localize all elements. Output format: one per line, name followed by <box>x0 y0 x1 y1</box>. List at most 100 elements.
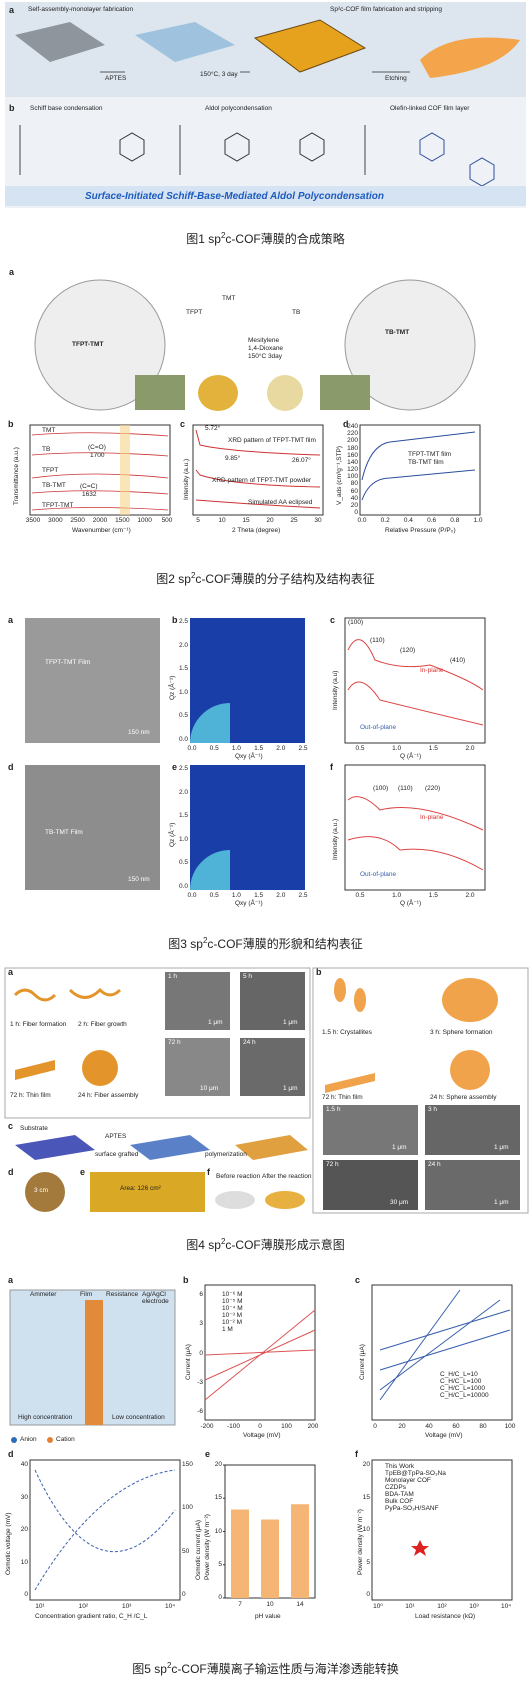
label: 150°C, 3 day <box>200 71 238 78</box>
y-tick-label: 220 <box>347 429 358 437</box>
y-tick-label: 140 <box>347 458 358 466</box>
panel-label: e <box>172 762 178 772</box>
film-photo <box>198 375 238 411</box>
grafted <box>130 1135 210 1160</box>
axes <box>371 1459 513 1601</box>
ring <box>419 132 445 162</box>
ir-curves <box>31 432 169 511</box>
y-tick-label: 80 <box>350 480 358 488</box>
label: Aldol polycondensation <box>205 105 272 112</box>
y-tick-label: 0 <box>182 1590 186 1598</box>
legend-entry: 10⁻⁴ M <box>222 1305 243 1312</box>
label: APTES <box>105 75 127 82</box>
label: 1.5 h <box>326 1106 341 1113</box>
caption-sup: 2 <box>190 571 196 580</box>
label: TB-TMT Film <box>45 829 83 836</box>
y-tick-label: 1.0 <box>178 688 188 696</box>
caption-suffix: c-COF薄膜离子输运性质与海洋渗透能转换 <box>171 1662 399 1676</box>
thin-film <box>325 1073 375 1093</box>
x-axis-label: Voltage (mV) <box>425 1432 463 1439</box>
x-tick-label: 10³ <box>469 1603 479 1610</box>
y-tick-label: 20 <box>350 501 358 509</box>
x-tick-label: 0.8 <box>450 517 460 524</box>
x-tick-label: 0.0 <box>187 745 197 752</box>
y-tick-label: 15 <box>214 1494 222 1501</box>
legend-entry: 1 M <box>222 1326 233 1333</box>
y-tick-label: 0.5 <box>178 859 188 867</box>
y-axis-label: Qz (Å⁻¹) <box>169 675 176 700</box>
ring <box>119 132 145 162</box>
y-tick-label: 0 <box>24 1590 28 1598</box>
thin-film <box>15 1060 55 1080</box>
profiles <box>347 796 484 871</box>
y-tick-label: 20 <box>362 1460 370 1468</box>
axes <box>371 1284 513 1421</box>
label: Cation <box>56 1436 75 1443</box>
y-tick-label: 0 <box>199 1349 203 1357</box>
membrane <box>85 1300 103 1425</box>
label: 1 μm <box>494 1144 509 1151</box>
x-tick-label: 2.5 <box>298 745 308 752</box>
label: Before reaction <box>216 1173 261 1180</box>
axes <box>29 1459 181 1601</box>
label: 72 h <box>168 1039 181 1046</box>
y-axis-label: Osmotic voltage (mV) <box>5 1512 12 1576</box>
label: 30 μm <box>390 1199 409 1206</box>
x-tick-label: 10³ <box>121 1603 132 1610</box>
x-tick-label: -200 <box>200 1423 214 1430</box>
condition: 1,4-Dioxane <box>248 345 284 352</box>
y-tick-label: 2.5 <box>178 617 188 625</box>
panel-label: c <box>355 1275 361 1285</box>
legend-entry: This Work <box>385 1463 415 1470</box>
x-tick-label: 2.0 <box>465 745 475 752</box>
legend-entry: 10⁻² M <box>222 1319 243 1326</box>
cation-icon <box>47 1437 53 1443</box>
panel-label: a <box>9 5 15 15</box>
label: (C=C) <box>80 483 98 490</box>
caption-sup: 2 <box>202 936 208 945</box>
y-tick-label: 10 <box>362 1525 370 1533</box>
x-axis-label: Qxy (Å⁻¹) <box>235 900 263 907</box>
x-tick-label: 2.0 <box>465 892 475 899</box>
y-tick-label: 40 <box>350 494 358 502</box>
legend-entry: C_H/C_L=1000 <box>440 1385 485 1392</box>
label: Sp²c-COF film fabrication and stripping <box>330 6 442 13</box>
panel-label: c <box>330 615 336 625</box>
x-tick-label: 200 <box>307 1423 319 1430</box>
axes <box>359 424 481 516</box>
x-axis-label: Q (Å⁻¹) <box>400 753 422 760</box>
x-tick-label: 1.5 <box>254 745 264 752</box>
x-tick-label: 100 <box>281 1423 292 1430</box>
x-axis-label: Wavenumber (cm⁻¹) <box>72 527 131 534</box>
legend-entry: Bulk COF <box>385 1498 414 1505</box>
x-tick-label: 10⁴ <box>164 1603 176 1610</box>
fibers <box>13 987 122 1002</box>
y-tick-label: 0 <box>218 1593 222 1601</box>
panel-label: d <box>8 762 14 772</box>
profiles <box>347 639 484 726</box>
label: 3 h: Sphere formation <box>430 1029 493 1036</box>
x-tick-label: 10¹ <box>35 1603 45 1610</box>
y-axis-label: Current (μA) <box>359 1344 366 1380</box>
panel-label: e <box>80 1167 86 1177</box>
legend-entry: CZDPs <box>385 1484 406 1491</box>
label: XRD pattern of TFPT-TMT film <box>228 437 316 444</box>
label: Substrate <box>20 1125 48 1132</box>
x-tick-label: 1000 <box>137 517 152 524</box>
caption-prefix: 图1 sp <box>186 232 221 246</box>
x-axis-label: Relative Pressure (P/P₀) <box>385 527 456 534</box>
label: Self-assembly-monolayer fabrication <box>28 6 134 13</box>
panel-label: b <box>316 967 322 977</box>
label: Out-of-plane <box>360 871 397 878</box>
y-tick-label: 6 <box>199 1290 203 1298</box>
x-tick-label: 3500 <box>25 517 41 524</box>
label: TFPT <box>186 309 203 316</box>
fiber-assembly <box>82 1050 118 1086</box>
label: 1 μm <box>494 1199 509 1206</box>
y-axis-label: Qz (Å⁻¹) <box>169 822 176 847</box>
legend-entry: C_H/C_L=10 <box>440 1371 478 1378</box>
label: Anion <box>20 1436 37 1443</box>
film-photo <box>267 375 303 411</box>
x-tick-label: 10⁴ <box>500 1603 512 1610</box>
